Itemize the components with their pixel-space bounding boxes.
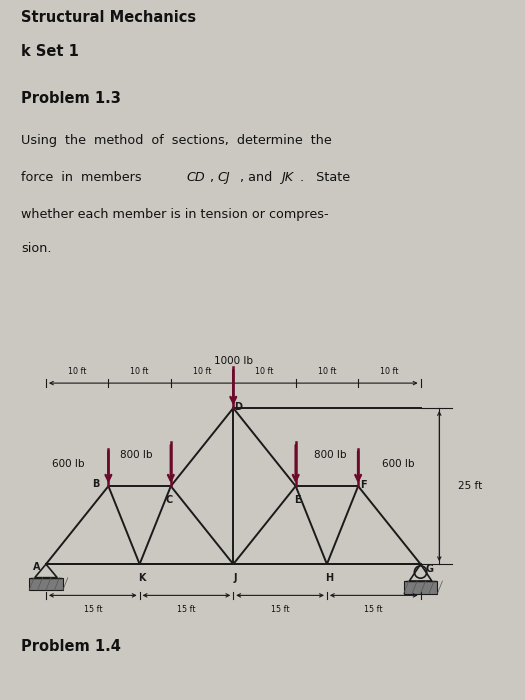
Text: ,: , [209,172,213,184]
Text: 10 ft: 10 ft [318,367,336,376]
Text: 15 ft: 15 ft [271,605,289,614]
Text: 15 ft: 15 ft [364,605,383,614]
Text: Problem 1.3: Problem 1.3 [21,91,121,106]
Text: , and: , and [240,172,272,184]
Text: 15 ft: 15 ft [83,605,102,614]
Text: 10 ft: 10 ft [380,367,398,376]
Bar [404,581,437,594]
Text: force  in  members: force in members [21,172,145,184]
Text: 10 ft: 10 ft [68,367,87,376]
Text: whether each member is in tension or compres-: whether each member is in tension or com… [21,209,329,221]
Text: J: J [234,573,237,583]
Text: H: H [325,573,333,583]
Text: 10 ft: 10 ft [255,367,274,376]
Text: Using  the  method  of  sections,  determine  the: Using the method of sections, determine … [21,134,332,148]
Text: 15 ft: 15 ft [177,605,196,614]
Text: 600 lb: 600 lb [383,459,415,469]
Text: 600 lb: 600 lb [51,459,84,469]
Bar [29,578,63,590]
Text: sion.: sion. [21,242,51,255]
Text: 1000 lb: 1000 lb [214,356,253,366]
Text: JK: JK [281,172,293,184]
Text: G: G [426,564,434,574]
Text: CJ: CJ [218,172,230,184]
Text: E: E [295,495,301,505]
Text: B: B [92,480,100,489]
Text: 800 lb: 800 lb [120,450,153,460]
Text: .   State: . State [300,172,350,184]
Text: C: C [166,495,173,505]
Text: 10 ft: 10 ft [130,367,149,376]
Text: k Set 1: k Set 1 [21,43,79,59]
Text: F: F [360,480,366,490]
Text: D: D [234,402,242,412]
Text: 800 Ib: 800 Ib [314,450,346,460]
Text: 10 ft: 10 ft [193,367,211,376]
Text: 25 ft: 25 ft [458,481,482,491]
Text: A: A [33,562,40,573]
Text: CD: CD [186,172,205,184]
Text: Structural Mechanics: Structural Mechanics [21,10,196,25]
Text: Problem 1.4: Problem 1.4 [21,640,121,655]
Text: K: K [138,573,145,583]
